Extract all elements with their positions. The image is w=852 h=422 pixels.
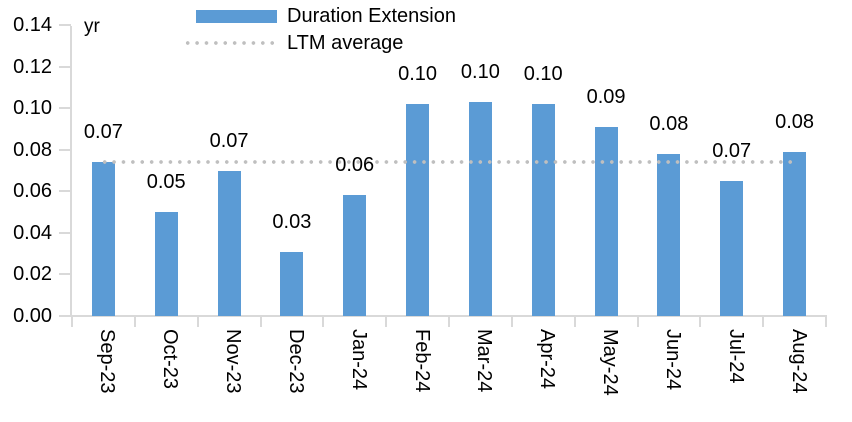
x-axis-label-text: Dec-23 [284,329,307,394]
bar-oct-23 [154,212,178,316]
bar-dec-23 [280,251,304,316]
bar-aug-24 [783,151,807,316]
x-axis-tick [71,316,73,327]
bar-jan-24 [343,195,367,316]
y-axis-line [70,26,72,317]
x-axis-tick [762,316,765,327]
bar-value-label: 0.10 [460,60,500,83]
x-axis-label-text: Jun-24 [661,329,684,391]
y-axis-tick [59,273,71,276]
x-axis-line [59,315,827,317]
bar-mar-24 [468,101,492,316]
x-axis-tick [133,316,136,327]
bar-may-24 [594,126,618,316]
x-axis-label-text: Feb-24 [410,329,433,393]
x-axis-label-text: Oct-23 [159,329,182,390]
y-axis-tick-label: 0.14 [13,14,52,36]
x-axis-label-text: Nov-23 [222,329,245,394]
x-axis-tick [825,316,827,327]
y-axis-tick-label: 0.04 [13,221,52,244]
x-axis-label-text: Jan-24 [347,329,370,391]
x-axis-tick [448,316,450,327]
x-axis-label-text: Apr-24 [536,329,559,390]
y-axis-tick [59,190,71,193]
legend-dotted-line-swatch [183,41,277,45]
x-axis-tick [510,316,513,327]
y-axis-tick [59,148,71,151]
bar-value-label: 0.09 [586,85,626,108]
x-axis-label-text: Sep-23 [96,329,119,394]
x-axis-tick [636,316,639,327]
bar-apr-24 [531,104,555,316]
y-axis-unit-label: yr [84,16,100,37]
bar-value-label: 0.06 [335,154,375,177]
x-axis-label-text: Mar-24 [473,329,496,393]
bar-value-label: 0.10 [523,63,563,85]
y-axis-tick-label: 0.06 [13,180,52,203]
ltm-average-line [100,160,797,165]
bar-value-label: 0.07 [209,129,249,152]
bar-value-label: 0.08 [649,112,689,135]
y-axis-tick [59,231,71,234]
legend-dotted-line-label: LTM average [287,32,404,54]
x-axis-tick [573,316,576,327]
bar-nov-23 [217,170,241,316]
y-axis-tick [59,315,71,317]
bar-value-label: 0.10 [398,63,438,85]
x-axis-label-text: Jul-24 [724,329,747,384]
x-axis-tick [322,316,325,327]
legend-bar-label: Duration Extension [287,5,456,27]
y-axis-tick [59,65,71,68]
y-axis-tick-label: 0.10 [13,97,52,120]
y-axis-tick-label: 0.12 [13,55,52,78]
bar-value-label: 0.03 [272,210,312,233]
x-axis-tick [699,316,702,327]
bar-value-label: 0.05 [146,171,186,194]
y-axis-tick [59,24,71,26]
x-axis-tick [196,316,199,327]
bar-jul-24 [720,180,744,316]
y-axis-tick-label: 0.02 [13,263,52,286]
x-axis-label-text: May-24 [599,329,622,396]
x-axis-tick [385,316,388,327]
bar-value-label: 0.07 [83,121,123,144]
y-axis-tick-label: 0.00 [13,305,52,327]
y-axis-tick [59,107,71,110]
x-axis-tick [259,316,262,327]
bar-value-label: 0.07 [712,139,752,162]
legend-bar-swatch [196,10,277,23]
bar-sep-23 [91,162,115,316]
bar-jun-24 [657,153,681,316]
bar-value-label: 0.08 [775,110,815,133]
y-axis-tick-label: 0.08 [13,138,52,161]
bar-feb-24 [406,104,430,316]
x-axis-label-text: Aug-24 [787,329,810,394]
